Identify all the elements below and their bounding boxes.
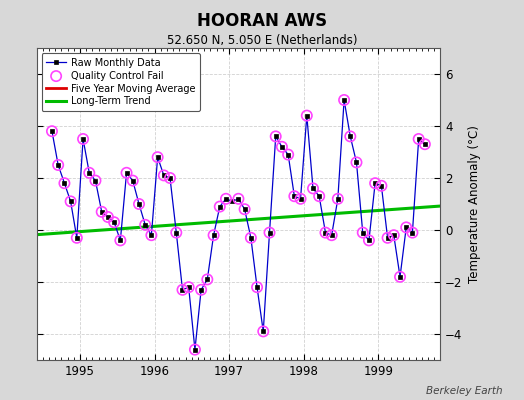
Quality Control Fail	[414, 136, 423, 142]
Raw Monthly Data	[192, 347, 198, 352]
Quality Control Fail	[147, 232, 156, 238]
Quality Control Fail	[197, 286, 205, 293]
Quality Control Fail	[421, 141, 429, 147]
Quality Control Fail	[389, 232, 398, 238]
Quality Control Fail	[352, 159, 361, 166]
Quality Control Fail	[253, 284, 261, 290]
Quality Control Fail	[396, 274, 404, 280]
Quality Control Fail	[184, 284, 193, 290]
Quality Control Fail	[128, 178, 137, 184]
Quality Control Fail	[123, 170, 131, 176]
Quality Control Fail	[110, 219, 118, 225]
Raw Monthly Data	[124, 170, 130, 175]
Quality Control Fail	[259, 328, 267, 334]
Quality Control Fail	[328, 232, 336, 238]
Quality Control Fail	[408, 229, 417, 236]
Raw Monthly Data	[422, 142, 428, 146]
Quality Control Fail	[247, 234, 255, 241]
Quality Control Fail	[191, 346, 199, 353]
Quality Control Fail	[67, 198, 75, 205]
Quality Control Fail	[278, 144, 286, 150]
Quality Control Fail	[91, 178, 100, 184]
Text: Berkeley Earth: Berkeley Earth	[427, 386, 503, 396]
Quality Control Fail	[340, 97, 348, 103]
Quality Control Fail	[154, 154, 162, 160]
Quality Control Fail	[309, 185, 317, 192]
Raw Monthly Data	[49, 129, 55, 134]
Quality Control Fail	[141, 222, 149, 228]
Quality Control Fail	[303, 112, 311, 119]
Text: 52.650 N, 5.050 E (Netherlands): 52.650 N, 5.050 E (Netherlands)	[167, 34, 357, 47]
Quality Control Fail	[377, 182, 386, 189]
Quality Control Fail	[166, 175, 174, 181]
Quality Control Fail	[135, 201, 143, 207]
Y-axis label: Temperature Anomaly (°C): Temperature Anomaly (°C)	[468, 125, 481, 283]
Quality Control Fail	[402, 224, 410, 230]
Quality Control Fail	[210, 232, 218, 238]
Quality Control Fail	[334, 196, 342, 202]
Quality Control Fail	[265, 229, 274, 236]
Quality Control Fail	[346, 133, 354, 140]
Quality Control Fail	[215, 203, 224, 210]
Quality Control Fail	[241, 206, 249, 212]
Quality Control Fail	[48, 128, 56, 134]
Quality Control Fail	[97, 209, 106, 215]
Text: HOORAN AWS: HOORAN AWS	[197, 12, 327, 30]
Quality Control Fail	[371, 180, 379, 186]
Quality Control Fail	[365, 237, 373, 244]
Quality Control Fail	[284, 152, 292, 158]
Quality Control Fail	[60, 180, 69, 186]
Quality Control Fail	[315, 193, 323, 199]
Raw Monthly Data	[341, 98, 347, 102]
Quality Control Fail	[297, 196, 305, 202]
Raw Monthly Data	[279, 144, 285, 149]
Raw Monthly Data	[385, 235, 391, 240]
Quality Control Fail	[73, 234, 81, 241]
Legend: Raw Monthly Data, Quality Control Fail, Five Year Moving Average, Long-Term Tren: Raw Monthly Data, Quality Control Fail, …	[41, 53, 200, 111]
Quality Control Fail	[222, 196, 230, 202]
Quality Control Fail	[54, 162, 62, 168]
Raw Monthly Data	[179, 287, 185, 292]
Quality Control Fail	[234, 196, 243, 202]
Quality Control Fail	[321, 229, 330, 236]
Raw Monthly Data	[254, 285, 260, 290]
Quality Control Fail	[384, 234, 392, 241]
Quality Control Fail	[104, 214, 112, 220]
Quality Control Fail	[160, 172, 168, 178]
Quality Control Fail	[203, 276, 212, 282]
Quality Control Fail	[358, 229, 367, 236]
Raw Monthly Data	[136, 202, 142, 206]
Line: Raw Monthly Data: Raw Monthly Data	[50, 98, 427, 351]
Quality Control Fail	[290, 193, 299, 199]
Quality Control Fail	[79, 136, 88, 142]
Quality Control Fail	[271, 133, 280, 140]
Quality Control Fail	[178, 286, 187, 293]
Quality Control Fail	[85, 170, 93, 176]
Quality Control Fail	[116, 237, 125, 244]
Quality Control Fail	[172, 229, 180, 236]
